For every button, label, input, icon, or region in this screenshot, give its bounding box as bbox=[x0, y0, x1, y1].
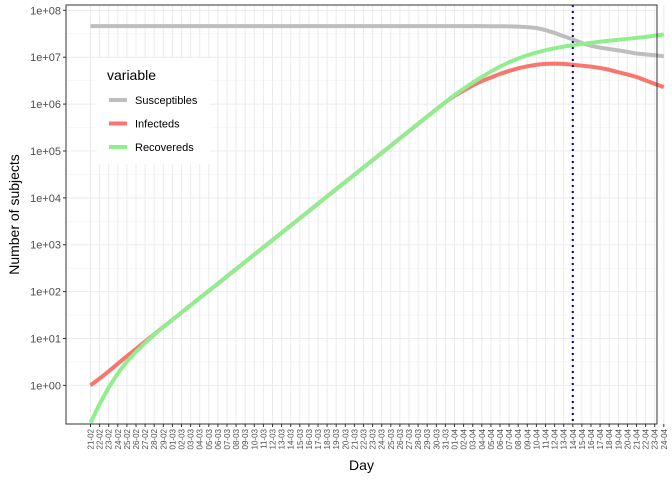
legend-label-susceptibles: Susceptibles bbox=[135, 95, 198, 107]
x-tick-label: 10-04 bbox=[532, 428, 541, 449]
x-tick-label: 02-04 bbox=[460, 428, 469, 449]
x-tick-label: 22-04 bbox=[642, 428, 651, 449]
x-tick-label: 03-04 bbox=[469, 428, 478, 449]
x-axis: 21-02 22-02 23-02 24-02 25-02 26-02 27-02 28-02… bbox=[87, 424, 669, 449]
x-tick-label: 02-03 bbox=[178, 428, 187, 449]
y-axis-title: Number of subjects bbox=[6, 154, 22, 275]
y-axis: 1e+00 1e+01 1e+02 1e+03 1e+04 1e+05 1e+06 1e+07… bbox=[30, 5, 66, 392]
x-tick-label: 19-03 bbox=[332, 428, 341, 449]
x-tick-label: 14-04 bbox=[569, 428, 578, 449]
y-tick-label: 1e+06 bbox=[30, 99, 61, 111]
series-line-susceptibles bbox=[90, 24, 665, 59]
x-tick-label: 13-04 bbox=[560, 428, 569, 449]
x-tick-label: 21-04 bbox=[633, 428, 642, 449]
legend-title: variable bbox=[107, 67, 156, 83]
x-tick-label: 27-02 bbox=[141, 428, 150, 449]
x-tick-label: 15-04 bbox=[578, 428, 587, 449]
x-tick-label: 08-04 bbox=[514, 428, 523, 449]
x-tick-label: 27-03 bbox=[405, 428, 414, 449]
y-tick-label: 1e+01 bbox=[30, 333, 61, 345]
legend: variable Susceptibles Infecteds Recovereds bbox=[96, 58, 210, 164]
x-tick-label: 21-03 bbox=[350, 428, 359, 449]
x-axis-title: Day bbox=[349, 457, 374, 473]
x-tick-label: 15-03 bbox=[296, 428, 305, 449]
x-tick-label: 24-02 bbox=[114, 428, 123, 449]
x-tick-label: 23-02 bbox=[105, 428, 114, 449]
x-tick-label: 21-02 bbox=[87, 428, 96, 449]
y-tick-label: 1e+05 bbox=[30, 146, 61, 158]
x-tick-label: 03-03 bbox=[187, 428, 196, 449]
x-tick-label: 22-03 bbox=[360, 428, 369, 449]
x-tick-label: 24-03 bbox=[378, 428, 387, 449]
x-tick-label: 05-03 bbox=[205, 428, 214, 449]
x-tick-label: 17-04 bbox=[596, 428, 605, 449]
x-tick-label: 06-03 bbox=[214, 428, 223, 449]
x-tick-label: 04-04 bbox=[478, 428, 487, 449]
x-tick-label: 08-03 bbox=[232, 428, 241, 449]
x-tick-label: 31-03 bbox=[441, 428, 450, 449]
x-tick-label: 20-03 bbox=[341, 428, 350, 449]
x-tick-label: 11-04 bbox=[542, 428, 551, 448]
y-tick-label: 1e+00 bbox=[30, 380, 61, 392]
y-tick-label: 1e+02 bbox=[30, 287, 61, 299]
x-tick-label: 25-03 bbox=[387, 428, 396, 449]
x-tick-label: 29-02 bbox=[159, 428, 168, 449]
x-tick-label: 26-03 bbox=[396, 428, 405, 449]
x-tick-label: 24-04 bbox=[660, 428, 669, 449]
panel-border bbox=[65, 4, 658, 425]
series-layer bbox=[88, 24, 665, 424]
legend-label-infecteds: Infecteds bbox=[135, 119, 180, 131]
y-tick-label: 1e+04 bbox=[30, 193, 61, 205]
x-tick-label: 30-03 bbox=[432, 428, 441, 449]
x-tick-label: 28-02 bbox=[150, 428, 159, 449]
x-tick-label: 18-03 bbox=[323, 428, 332, 449]
x-tick-label: 04-03 bbox=[196, 428, 205, 449]
x-tick-label: 09-04 bbox=[523, 428, 532, 449]
x-tick-label: 26-02 bbox=[132, 428, 141, 449]
x-tick-label: 06-04 bbox=[496, 428, 505, 449]
x-tick-label: 07-04 bbox=[505, 428, 514, 449]
x-tick-label: 22-02 bbox=[96, 428, 105, 449]
series-line-recovereds bbox=[88, 32, 665, 424]
y-tick-label: 1e+07 bbox=[30, 52, 61, 64]
y-tick-label: 1e+08 bbox=[30, 5, 61, 17]
x-tick-label: 07-03 bbox=[223, 428, 232, 449]
x-tick-label: 09-03 bbox=[241, 428, 250, 449]
x-tick-label: 13-03 bbox=[278, 428, 287, 449]
x-tick-label: 11-03 bbox=[259, 428, 268, 448]
legend-label-recovereds: Recovereds bbox=[135, 142, 194, 154]
x-tick-label: 16-03 bbox=[305, 428, 314, 449]
x-tick-label: 28-03 bbox=[414, 428, 423, 449]
x-tick-label: 23-04 bbox=[651, 428, 660, 449]
x-tick-label: 01-03 bbox=[168, 428, 177, 449]
x-tick-label: 05-04 bbox=[487, 428, 496, 449]
x-tick-label: 23-03 bbox=[369, 428, 378, 449]
x-tick-label: 29-03 bbox=[423, 428, 432, 449]
x-tick-label: 14-03 bbox=[287, 428, 296, 449]
x-tick-label: 16-04 bbox=[587, 428, 596, 449]
x-tick-label: 12-03 bbox=[269, 428, 278, 449]
x-tick-label: 10-03 bbox=[250, 428, 259, 449]
x-tick-label: 01-04 bbox=[451, 428, 460, 449]
x-tick-label: 12-04 bbox=[551, 428, 560, 449]
x-tick-label: 19-04 bbox=[614, 428, 623, 449]
x-tick-label: 20-04 bbox=[623, 428, 632, 449]
x-tick-label: 25-02 bbox=[123, 428, 132, 449]
x-tick-label: 17-03 bbox=[314, 428, 323, 449]
y-tick-label: 1e+03 bbox=[30, 240, 61, 252]
x-tick-label: 18-04 bbox=[605, 428, 614, 449]
